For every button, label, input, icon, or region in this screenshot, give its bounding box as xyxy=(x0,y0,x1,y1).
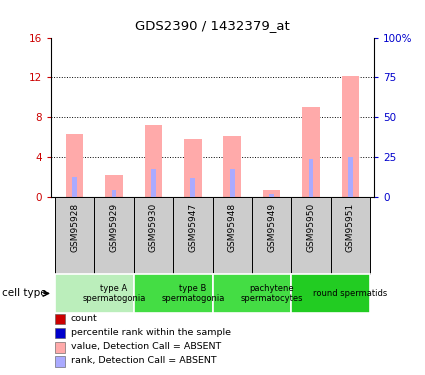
Bar xyxy=(94,197,134,274)
Bar xyxy=(212,274,291,313)
Bar xyxy=(55,274,134,313)
Bar xyxy=(230,169,235,197)
Bar xyxy=(72,177,77,197)
Bar xyxy=(309,159,313,197)
Text: GSM95949: GSM95949 xyxy=(267,203,276,252)
Bar xyxy=(212,197,252,274)
Text: GSM95928: GSM95928 xyxy=(70,203,79,252)
Text: percentile rank within the sample: percentile rank within the sample xyxy=(71,328,231,337)
Bar xyxy=(190,178,195,197)
Text: GSM95930: GSM95930 xyxy=(149,203,158,252)
Bar xyxy=(269,194,274,197)
Text: GSM95951: GSM95951 xyxy=(346,203,355,252)
Bar xyxy=(66,134,83,197)
Text: round spermatids: round spermatids xyxy=(313,289,388,298)
Bar xyxy=(342,76,359,197)
Text: GSM95950: GSM95950 xyxy=(306,203,315,252)
Bar xyxy=(173,197,212,274)
Text: GSM95947: GSM95947 xyxy=(188,203,197,252)
Bar xyxy=(348,157,353,197)
Bar xyxy=(112,190,116,197)
Text: GDS2390 / 1432379_at: GDS2390 / 1432379_at xyxy=(135,19,290,32)
Bar xyxy=(331,197,370,274)
Text: GSM95948: GSM95948 xyxy=(228,203,237,252)
Text: cell type: cell type xyxy=(2,288,47,298)
Bar xyxy=(151,169,156,197)
Bar xyxy=(223,136,241,197)
Bar xyxy=(291,274,370,313)
Text: value, Detection Call = ABSENT: value, Detection Call = ABSENT xyxy=(71,342,221,351)
Text: count: count xyxy=(71,314,98,323)
Bar xyxy=(134,274,212,313)
Bar xyxy=(105,175,123,197)
Text: rank, Detection Call = ABSENT: rank, Detection Call = ABSENT xyxy=(71,357,217,366)
Text: GSM95929: GSM95929 xyxy=(110,203,119,252)
Bar xyxy=(184,139,202,197)
Bar xyxy=(302,107,320,197)
Bar xyxy=(144,125,162,197)
Bar xyxy=(134,197,173,274)
Bar xyxy=(55,197,94,274)
Bar xyxy=(291,197,331,274)
Bar xyxy=(252,197,291,274)
Text: type B
spermatogonia: type B spermatogonia xyxy=(161,284,224,303)
Text: type A
spermatogonia: type A spermatogonia xyxy=(82,284,146,303)
Bar xyxy=(263,190,280,197)
Text: pachytene
spermatocytes: pachytene spermatocytes xyxy=(240,284,303,303)
